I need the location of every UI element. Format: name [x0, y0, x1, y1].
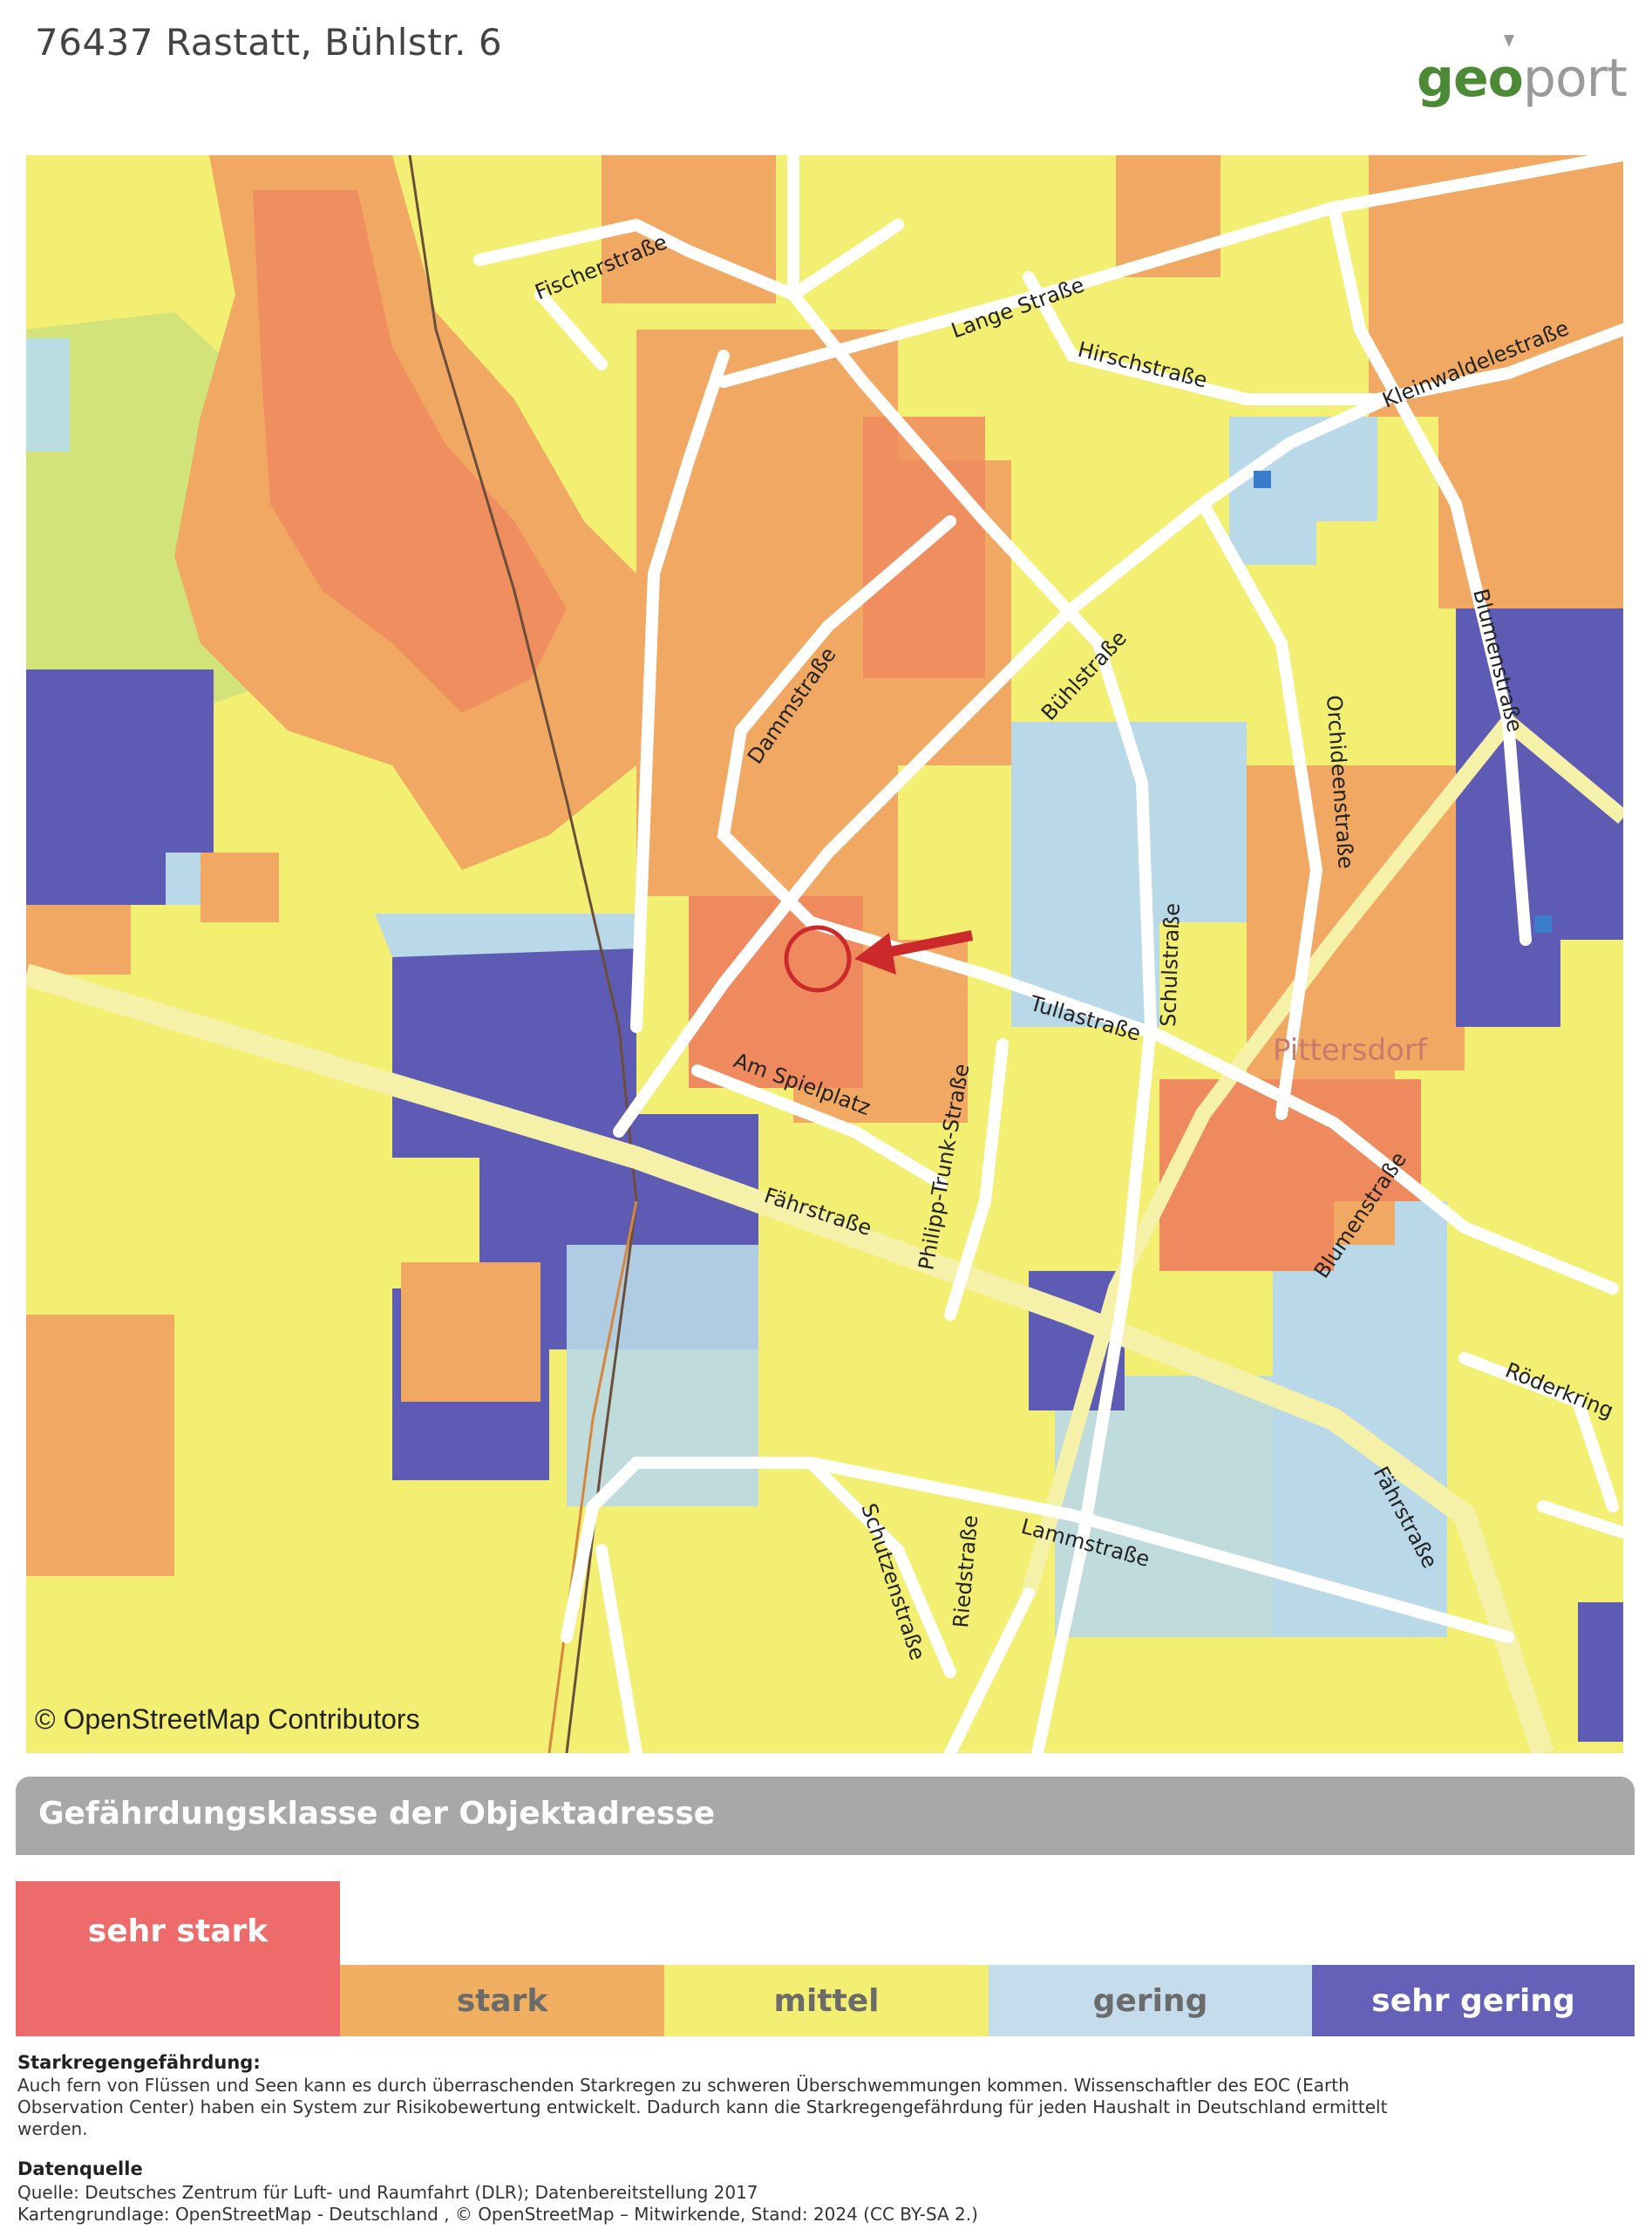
- hazard-text-line3: werden.: [17, 2118, 88, 2139]
- map-canvas: Pittersdorf Fischerstraße Lange Straße H…: [26, 155, 1623, 1753]
- address-title: 76437 Rastatt, Bühlstr. 6: [35, 21, 503, 64]
- map-area-sehr-gering-4: [1578, 1602, 1623, 1742]
- bus-stop-icon-2: [1534, 915, 1552, 933]
- legend-title: Gefährdungsklasse der Objektadresse: [38, 1796, 716, 1832]
- bus-stop-icon: [1254, 471, 1271, 488]
- datasource-line1: Quelle: Deutsches Zentrum für Luft- und …: [17, 2182, 758, 2203]
- hazard-text-line2: Observation Center) haben ein System zur…: [17, 2097, 1388, 2117]
- logo-part-geo: geo: [1417, 48, 1524, 109]
- street-label-schul: Schulstraße: [1156, 902, 1185, 1027]
- hazard-map[interactable]: Pittersdorf Fischerstraße Lange Straße H…: [26, 155, 1623, 1753]
- class-label-stark: stark: [456, 1982, 548, 2019]
- map-railway: [408, 155, 638, 1753]
- map-area-stark-8: [1369, 155, 1623, 608]
- logo-mark-icon: [1504, 35, 1514, 47]
- datasource-heading: Datenquelle: [17, 2158, 143, 2179]
- map-road-faehrstrasse: [26, 963, 1554, 1753]
- target-location-marker: [784, 925, 852, 993]
- map-area-gering-6: [1273, 1201, 1447, 1637]
- class-label-sehr-gering: sehr gering: [1371, 1982, 1575, 2019]
- class-label-gering: gering: [1092, 1982, 1208, 2019]
- map-area-stark-2: [201, 853, 279, 922]
- hazard-heading: Starkregengefährdung:: [17, 2052, 261, 2073]
- map-area-sehr-stark-4: [1159, 1079, 1421, 1271]
- map-area-sehr-gering-3: [1456, 608, 1623, 1027]
- map-area-stark-5: [401, 1262, 540, 1402]
- logo-part-port: port: [1522, 48, 1628, 109]
- class-stark: stark: [340, 1965, 664, 2036]
- class-label-sehr-stark: sehr stark: [87, 1913, 269, 1949]
- map-attribution[interactable]: © OpenStreetMap Contributors: [35, 1703, 420, 1735]
- class-sehr-stark: sehr stark: [16, 1881, 340, 2036]
- place-label-pittersdorf: Pittersdorf: [1273, 1033, 1428, 1068]
- class-gering: gering: [989, 1965, 1312, 2036]
- hazard-text-line1: Auch fern von Flüssen und Seen kann es d…: [17, 2075, 1349, 2096]
- map-area-gering-4: [1011, 722, 1247, 1027]
- map-area-gering-2: [375, 914, 636, 957]
- datasource-line2: Kartengrundlage: OpenStreetMap - Deutsch…: [17, 2204, 978, 2225]
- geoport-logo: geoport: [1417, 35, 1628, 131]
- class-mittel: mittel: [664, 1965, 989, 2036]
- class-label-mittel: mittel: [773, 1982, 880, 2019]
- map-area-stark-3: [26, 905, 131, 975]
- map-area-water: [26, 338, 70, 452]
- map-roads: [473, 155, 1623, 1753]
- target-arrow-icon: [854, 930, 974, 975]
- map-area-stark-4: [26, 1315, 174, 1576]
- map-road-blumenstrasse-main: [1021, 717, 1515, 1596]
- class-sehr-gering: sehr gering: [1312, 1965, 1635, 2036]
- map-area-sehr-stark-1: [253, 190, 567, 713]
- legend-header: Gefährdungsklasse der Objektadresse: [16, 1777, 1635, 1855]
